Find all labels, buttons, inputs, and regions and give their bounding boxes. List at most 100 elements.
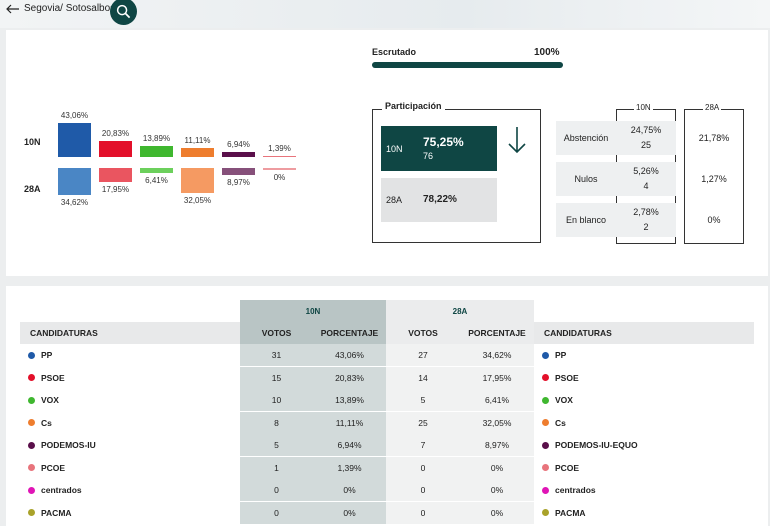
table-cell-name28: centrados bbox=[534, 479, 754, 501]
table-cell-text: PODEMOS-IU bbox=[41, 440, 96, 450]
table-cell-v10: 0 bbox=[240, 479, 313, 501]
table-cell-v28: 0 bbox=[386, 456, 460, 479]
th-candidaturas-28a: CANDIDATURAS bbox=[534, 322, 754, 344]
table-cell-v10: 0 bbox=[240, 501, 313, 524]
table-cell-name: VOX bbox=[20, 389, 240, 411]
table-cell-text: 5 bbox=[420, 395, 426, 405]
bar-28a-vox bbox=[140, 168, 173, 173]
table-cell-text: 31 bbox=[271, 350, 282, 360]
bar-label-28a-pp: 34,62% bbox=[60, 198, 89, 207]
table-cell-p10: 6,94% bbox=[313, 434, 386, 456]
search-button[interactable] bbox=[110, 0, 137, 25]
table-cell-p28: 34,62% bbox=[460, 344, 534, 366]
bar-28a-pp bbox=[58, 168, 91, 195]
chart-row-label-10n: 10N bbox=[24, 137, 41, 147]
table-cell-p10: 13,89% bbox=[313, 389, 386, 411]
table-cell-name: PSOE bbox=[20, 366, 240, 389]
th-votos-10n: VOTOS bbox=[240, 322, 313, 344]
arrow-left-icon bbox=[6, 4, 19, 13]
bar-28a-pcoe bbox=[263, 168, 296, 170]
table-cell-v10: 8 bbox=[240, 411, 313, 434]
table-cell-name28: PODEMOS-IU-EQUO bbox=[534, 434, 754, 456]
table-cell-text: 43,06% bbox=[335, 350, 364, 360]
bar-28a-podemos-iu bbox=[222, 168, 255, 175]
party-color-dot bbox=[28, 486, 35, 494]
table-cell-text: PSOE bbox=[555, 372, 579, 383]
table-cell-name: PACMA bbox=[20, 501, 240, 524]
party-color-dot bbox=[28, 419, 35, 426]
table-cell-v28: 25 bbox=[386, 411, 460, 434]
table-cell-v10: 31 bbox=[240, 344, 313, 366]
party-color-dot bbox=[542, 441, 549, 449]
table-cell-text: PACMA bbox=[555, 507, 586, 518]
table-cell-text: 15 bbox=[271, 372, 282, 383]
participacion-10n-pct: 75,25% bbox=[423, 135, 464, 149]
party-color-dot bbox=[28, 441, 35, 449]
stat-label: En blanco bbox=[556, 203, 616, 237]
table-head-10n: 10N bbox=[240, 300, 386, 322]
stat-10n-cell: 5,26% 4 bbox=[616, 162, 676, 196]
table-cell-text: 27 bbox=[418, 350, 428, 360]
th-porcentaje-10n: PORCENTAJE bbox=[313, 322, 386, 344]
stats-col-10n-head: 10N bbox=[634, 103, 653, 112]
bar-label-10n-pcoe: 1,39% bbox=[268, 143, 291, 153]
table-cell-p28: 0% bbox=[460, 479, 534, 501]
table-cell-name28: PCOE bbox=[534, 456, 754, 479]
table-cell-text: VOX bbox=[555, 395, 573, 405]
table-cell-name: PP bbox=[20, 344, 240, 366]
bar-label-28a-cs: 32,05% bbox=[183, 195, 212, 205]
table-cell-v28: 7 bbox=[386, 434, 460, 456]
participacion-box bbox=[372, 109, 541, 243]
table-cell-text: PCOE bbox=[41, 462, 66, 473]
participacion-28a: 28A 78,22% bbox=[381, 178, 497, 222]
table-cell-text: 6,94% bbox=[337, 440, 362, 450]
bar-label-28a-vox: 6,41% bbox=[145, 175, 168, 185]
party-color-dot bbox=[542, 509, 549, 516]
table-cell-p28: 8,97% bbox=[460, 434, 534, 456]
table-cell-p10: 0% bbox=[313, 501, 386, 524]
table-cell-name28: Cs bbox=[534, 411, 754, 434]
stat-10n-pct: 2,78% bbox=[633, 207, 659, 217]
table-cell-text: 0 bbox=[420, 507, 426, 518]
table-cell-text: 17,95% bbox=[482, 372, 512, 383]
stat-10n-count: 2 bbox=[643, 222, 649, 232]
table-head-28a: 28A bbox=[386, 300, 534, 322]
party-color-dot bbox=[542, 464, 549, 471]
table-cell-text: 1 bbox=[274, 462, 279, 473]
party-color-dot bbox=[542, 419, 549, 426]
table-cell-name28: PP bbox=[534, 344, 754, 366]
table-cell-text: 0 bbox=[420, 485, 426, 495]
stats-col-28a-head: 28A bbox=[703, 103, 722, 112]
bar-10n-cs bbox=[181, 148, 214, 157]
back-link[interactable]: Segovia/ Sotosalbos bbox=[6, 3, 115, 14]
participacion-28a-label: 28A bbox=[386, 195, 403, 205]
table-cell-v10: 5 bbox=[240, 434, 313, 456]
stat-28a-pct: 1,27% bbox=[701, 174, 727, 184]
table-cell-p28: 17,95% bbox=[460, 366, 534, 389]
table-cell-text: 6,41% bbox=[484, 395, 510, 405]
table-cell-v28: 0 bbox=[386, 501, 460, 524]
participacion-28a-pct: 78,22% bbox=[423, 194, 457, 205]
arrow-down-icon bbox=[508, 127, 526, 154]
table-cell-p28: 0% bbox=[460, 456, 534, 479]
bar-label-10n-cs: 11,11% bbox=[184, 136, 211, 146]
table-cell-text: 13,89% bbox=[335, 395, 364, 405]
bar-label-28a-podemos-iu: 8,97% bbox=[227, 177, 250, 187]
stat-10n-count: 25 bbox=[640, 140, 651, 150]
escrutado-progress bbox=[372, 62, 563, 68]
table-cell-text: 0 bbox=[274, 485, 279, 495]
escrutado-value: 100% bbox=[534, 47, 560, 58]
table-cell-text: 7 bbox=[420, 440, 426, 450]
participacion-10n-label: 10N bbox=[386, 144, 403, 154]
table-cell-text: 10 bbox=[271, 395, 282, 405]
table-cell-text: Cs bbox=[41, 417, 52, 428]
stat-10n-pct: 5,26% bbox=[633, 166, 659, 176]
table-cell-p10: 43,06% bbox=[313, 344, 386, 366]
bar-10n-pp bbox=[58, 123, 91, 157]
escrutado-label: Escrutado bbox=[372, 47, 417, 57]
table-cell-v28: 14 bbox=[386, 366, 460, 389]
table-cell-p28: 32,05% bbox=[460, 411, 534, 434]
participacion-title: Participación bbox=[382, 101, 445, 111]
table-cell-text: PP bbox=[555, 350, 567, 360]
table-cell-text: 0 bbox=[420, 462, 426, 473]
